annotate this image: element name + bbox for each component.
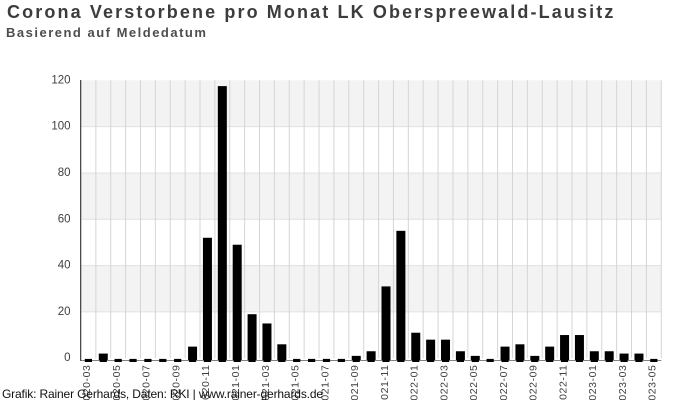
svg-text:0: 0 xyxy=(64,352,70,364)
svg-text:20: 20 xyxy=(58,306,71,318)
svg-text:2020-09: 2020-09 xyxy=(170,365,182,400)
svg-text:120: 120 xyxy=(51,74,70,86)
svg-text:2020-11: 2020-11 xyxy=(200,365,212,400)
svg-text:2022-11: 2022-11 xyxy=(557,365,569,400)
svg-text:2021-05: 2021-05 xyxy=(290,365,302,400)
svg-text:100: 100 xyxy=(51,121,70,133)
svg-text:80: 80 xyxy=(58,167,71,179)
svg-text:2021-07: 2021-07 xyxy=(319,365,331,400)
svg-text:2021-09: 2021-09 xyxy=(349,365,361,400)
svg-text:2020-07: 2020-07 xyxy=(141,365,153,400)
svg-text:2022-05: 2022-05 xyxy=(468,365,480,400)
svg-text:2023-01: 2023-01 xyxy=(587,365,599,400)
svg-text:60: 60 xyxy=(58,213,71,225)
svg-text:2023-05: 2023-05 xyxy=(647,365,659,400)
svg-text:40: 40 xyxy=(58,260,71,272)
svg-text:2020-03: 2020-03 xyxy=(81,365,93,400)
svg-text:2021-01: 2021-01 xyxy=(230,365,242,400)
svg-text:2022-01: 2022-01 xyxy=(409,365,421,400)
svg-text:2022-09: 2022-09 xyxy=(528,365,540,400)
svg-text:2021-03: 2021-03 xyxy=(260,365,272,400)
svg-text:2020-05: 2020-05 xyxy=(111,365,123,400)
svg-text:2022-07: 2022-07 xyxy=(498,365,510,400)
svg-text:2021-11: 2021-11 xyxy=(379,365,391,400)
svg-text:2023-03: 2023-03 xyxy=(617,365,629,400)
svg-text:2022-03: 2022-03 xyxy=(438,365,450,400)
